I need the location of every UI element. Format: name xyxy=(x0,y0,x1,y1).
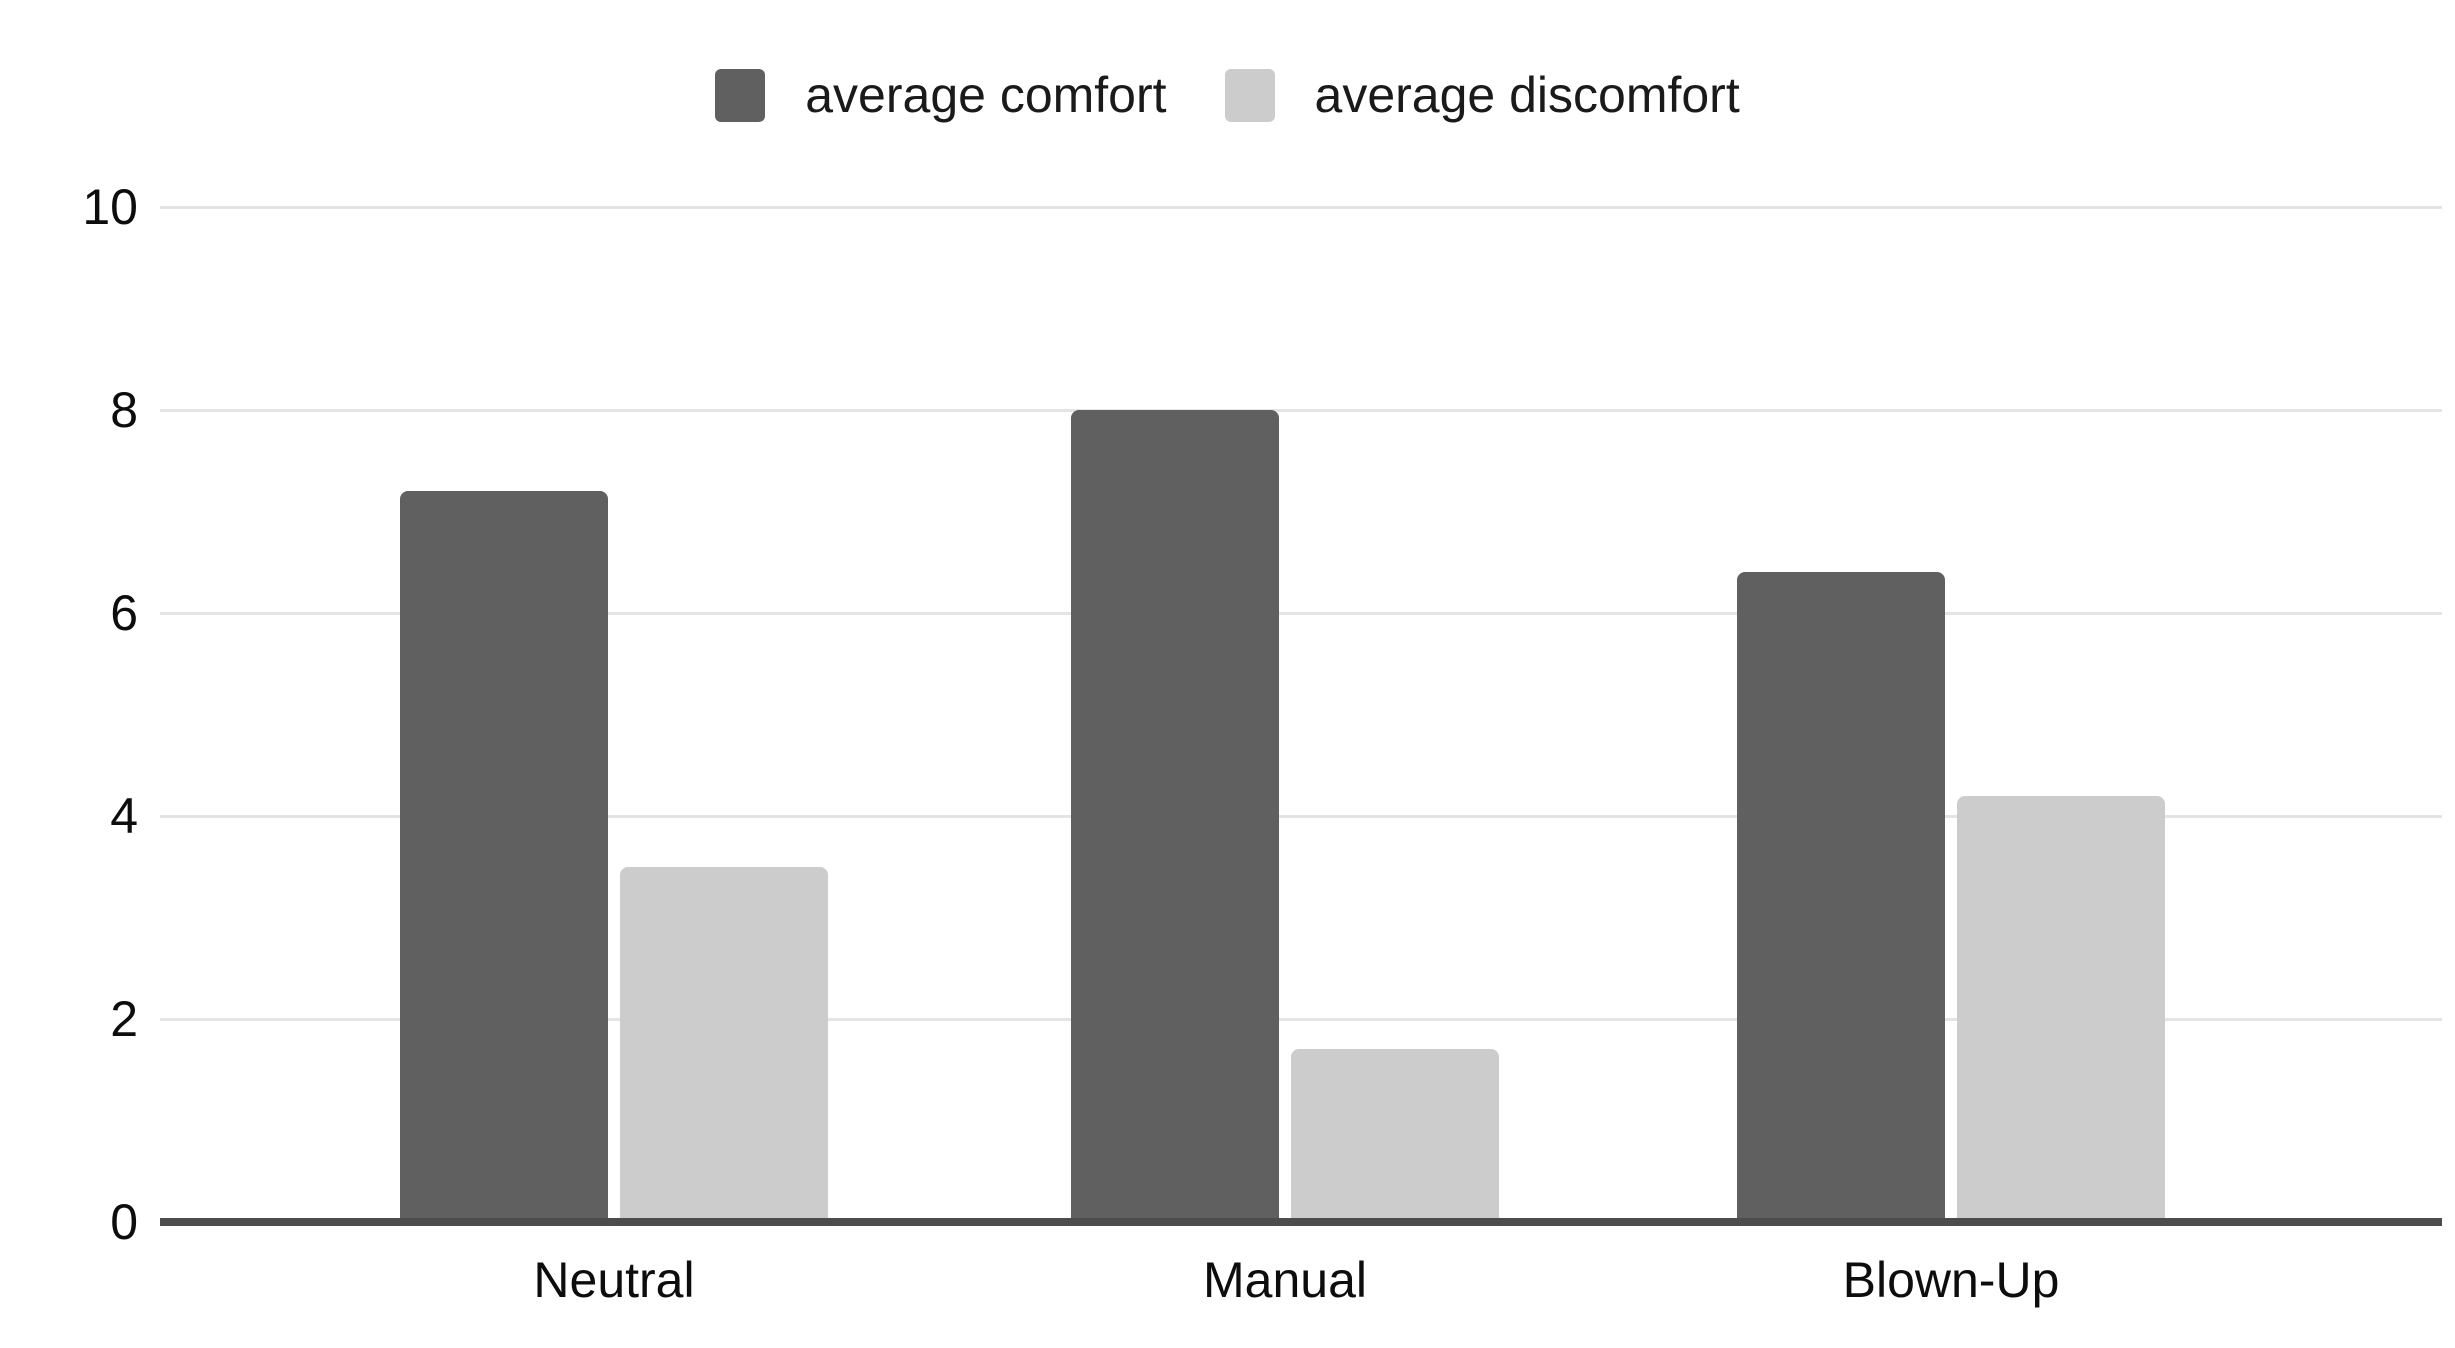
bar-neutral-average-comfort xyxy=(400,491,608,1222)
legend-swatch-average-discomfort xyxy=(1224,68,1275,122)
legend-item-average-discomfort: average discomfort xyxy=(1224,66,1740,124)
bar-blown-up-average-comfort xyxy=(1737,572,1945,1222)
y-axis-tick-label-2: 2 xyxy=(110,991,138,1047)
y-gridline-4 xyxy=(160,815,2442,818)
x-axis-category-label-manual: Manual xyxy=(1203,1252,1367,1308)
x-axis-category-label-blown-up: Blown-Up xyxy=(1842,1252,2060,1308)
y-axis-tick-label-8: 8 xyxy=(110,382,138,438)
chart-legend: average comfort average discomfort xyxy=(0,66,2455,124)
y-gridline-10 xyxy=(160,206,2442,209)
y-gridline-2 xyxy=(160,1018,2442,1021)
y-axis-tick-label-10: 10 xyxy=(82,179,138,235)
legend-item-average-comfort: average comfort xyxy=(715,66,1167,124)
legend-label-average-comfort: average comfort xyxy=(805,67,1167,123)
y-gridline-8 xyxy=(160,409,2442,412)
y-axis-tick-label-4: 4 xyxy=(110,788,138,844)
bar-neutral-average-discomfort xyxy=(620,867,828,1222)
bar-manual-average-discomfort xyxy=(1291,1049,1499,1222)
bar-blown-up-average-discomfort xyxy=(1957,796,2165,1222)
bar-manual-average-comfort xyxy=(1071,410,1279,1222)
legend-swatch-average-comfort xyxy=(715,68,766,122)
y-axis-tick-label-6: 6 xyxy=(110,585,138,641)
legend-label-average-discomfort: average discomfort xyxy=(1314,67,1740,123)
y-axis-tick-label-0: 0 xyxy=(110,1194,138,1250)
x-axis-baseline xyxy=(160,1218,2442,1226)
y-gridline-6 xyxy=(160,612,2442,615)
x-axis-category-label-neutral: Neutral xyxy=(533,1252,695,1308)
